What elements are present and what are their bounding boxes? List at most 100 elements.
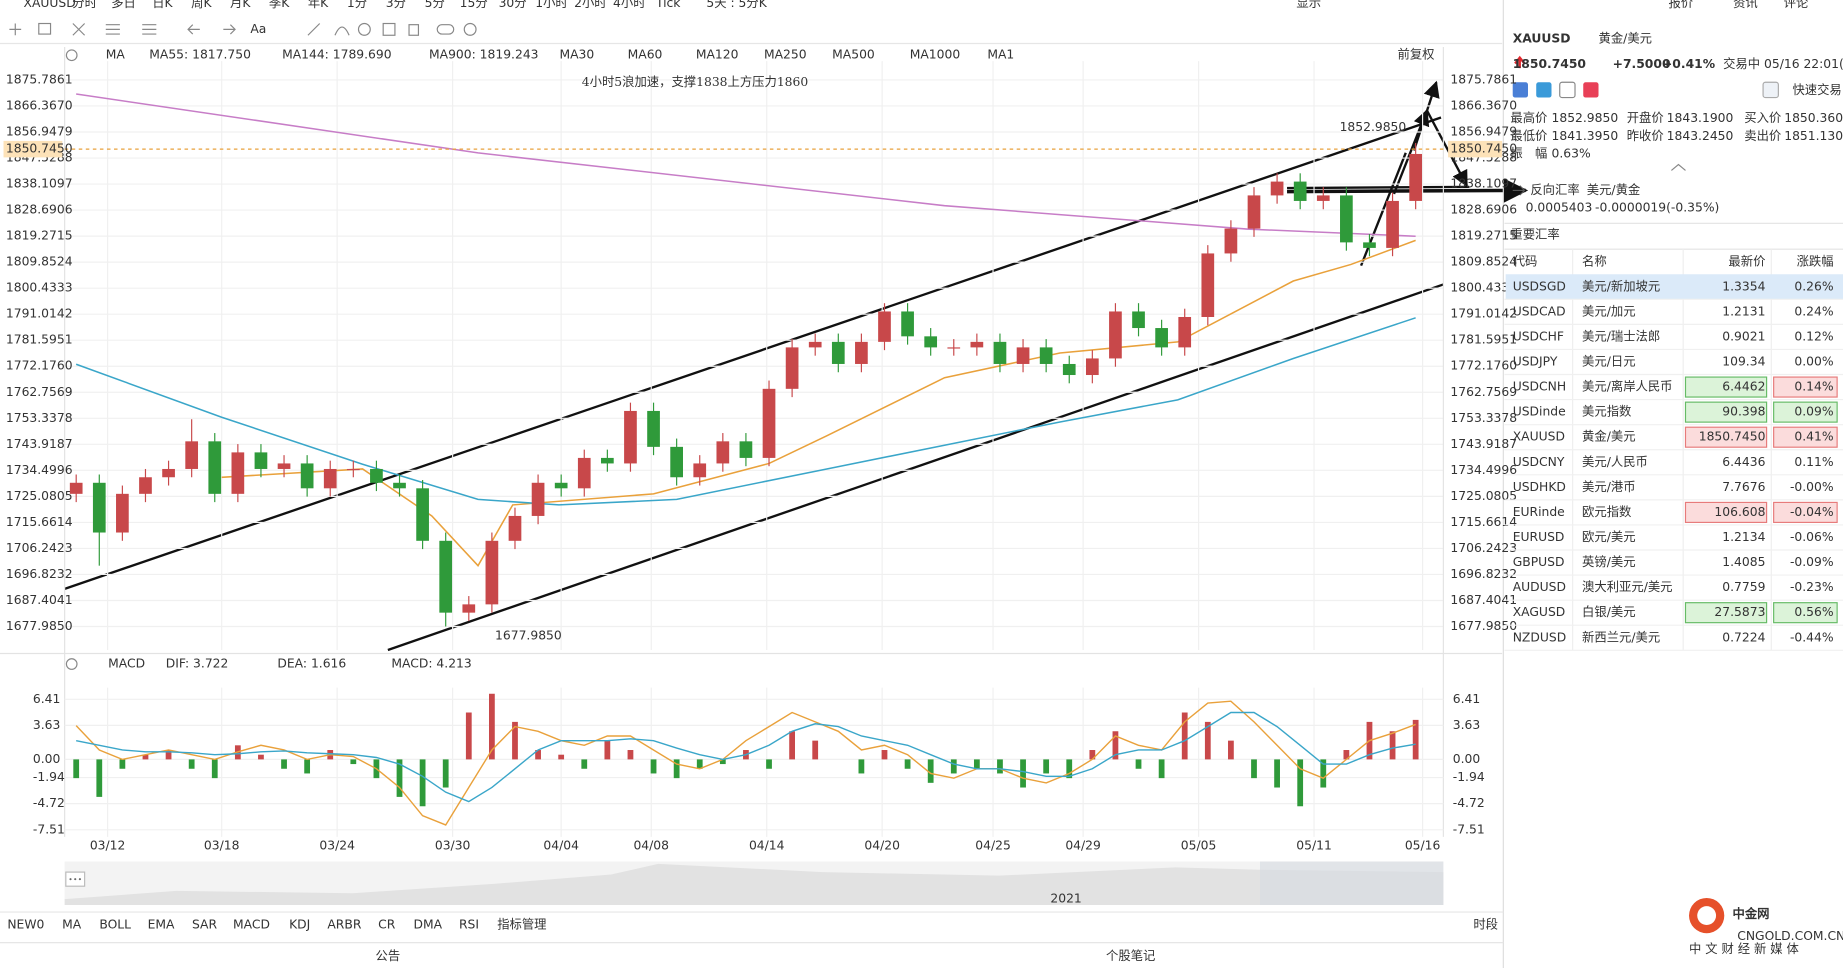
quick-trade[interactable]: 快速交易 [1792,82,1841,97]
quote-row[interactable]: XAUUSD 黄金/美元 1850.7450 0.41% [1513,429,1834,444]
period-tab[interactable]: 3分 [386,0,406,10]
quote-row[interactable]: EURinde 欧元指数 106.608 -0.04% [1513,504,1834,519]
row-pct: -0.09% [1790,555,1834,569]
candle-body [139,477,152,494]
quote-row[interactable]: USDCHF 美元/瑞士法郎 0.9021 0.12% [1513,329,1834,343]
legend-entry-inactive[interactable]: MA1000 [910,48,961,62]
legend-entry-inactive[interactable]: MA250 [764,48,807,62]
indicator-tab[interactable]: MACD [233,917,270,931]
y-tick-label: 1743.9187 [1450,437,1517,451]
indicator-tab[interactable]: SAR [192,917,217,931]
quote-row[interactable]: GBPUSD 英镑/美元 1.4085 -0.09% [1513,554,1834,569]
indicator-tab[interactable]: BOLL [99,917,131,931]
quote-row[interactable]: USDCNH 美元/离岸人民币 6.4462 0.14% [1513,379,1834,394]
legend-entry-inactive[interactable]: MA500 [832,48,875,62]
range-select[interactable]: 5天 : 5分K [706,0,767,10]
legend-entry-inactive[interactable]: MA30 [559,48,594,62]
period-tab[interactable]: 2小时 [574,0,607,10]
legend-entry-inactive[interactable]: MA120 [696,48,739,62]
row-code: USDCAD [1513,304,1566,318]
year-label: 2021 [1050,892,1081,906]
quote-row[interactable]: USDJPY 美元/日元 109.34 0.00% [1513,354,1834,368]
footer-tab[interactable]: 个股笔记 [1106,948,1155,963]
quote-status: 交易中 05/16 22:01(美东 [1723,56,1843,71]
quote-row[interactable]: USDHKD 美元/港币 7.7676 -0.00% [1513,480,1834,494]
row-code: NZDUSD [1513,630,1567,644]
navigator-window[interactable] [1260,861,1444,906]
period-tab[interactable]: 季K [269,0,290,10]
macd-bar [696,759,703,769]
row-name: 白银/美元 [1582,604,1635,619]
period-tab[interactable]: Tick [655,0,681,10]
period-tab[interactable]: 月K [230,0,251,10]
quote-row[interactable]: XAGUSD 白银/美元 27.5873 0.56% [1513,604,1834,619]
macd-bar [1343,750,1350,760]
x-tick-label: 05/05 [1181,839,1217,853]
quote-row[interactable]: EURUSD 欧元/美元 1.2134 -0.06% [1513,530,1834,544]
row-name: 澳大利亚元/美元 [1582,580,1672,594]
period-tab[interactable]: 4小时 [613,0,646,10]
legend-entry: MA55: 1817.750 [149,48,251,62]
panel-tab[interactable]: 评论 [1784,0,1809,10]
y-tick-label: 1875.7861 [6,72,73,86]
stat-label: 卖出价 [1744,129,1781,143]
indicator-tab[interactable]: DMA [414,917,443,931]
indicator-tab[interactable]: KDJ [289,917,310,931]
display-menu[interactable]: 显示 [1296,0,1321,10]
indicator-tab[interactable]: 指标管理 [497,916,546,931]
period-tab[interactable]: 周K [191,0,212,10]
row-pct: -0.06% [1790,530,1834,544]
quote-row[interactable]: USDSGD 美元/新加坡元 1.3354 0.26% [1513,278,1834,293]
quote-row[interactable]: USDCAD 美元/加元 1.2131 0.24% [1513,304,1834,318]
row-name: 美元/新加坡元 [1582,278,1660,293]
period-tab[interactable]: 分时 [72,0,97,10]
candle-body [762,388,776,458]
quote-row[interactable]: AUDUSD 澳大利亚元/美元 0.7759 -0.23% [1513,580,1834,594]
period-tab[interactable]: 30分 [499,0,527,10]
indicator-tab[interactable]: MA [62,917,82,931]
macd-bar [973,759,980,769]
adjust-mode[interactable]: 前复权 [1398,47,1435,62]
indicator-tab[interactable]: NEW0 [7,917,44,931]
period-button[interactable]: 时段 [1473,916,1498,931]
row-name: 美元指数 [1582,404,1631,419]
candle-body [416,488,429,541]
panel-tab[interactable]: 资讯 [1733,0,1758,10]
period-tab[interactable]: 5分 [425,0,445,10]
y-tick-label: 0.00 [1453,752,1481,766]
indicator-tab[interactable]: RSI [459,917,479,931]
row-pct: 0.41% [1794,430,1833,444]
indicator-tab[interactable]: EMA [148,917,175,931]
panel-tab[interactable]: 报价 [1668,0,1693,10]
y-tick-label: 6.41 [33,692,60,706]
period-tab[interactable]: 日K [152,0,173,10]
period-tab[interactable]: 15分 [460,0,488,10]
quote-row[interactable]: NZDUSD 新西兰元/美元 0.7224 -0.44% [1513,629,1834,644]
macd-bar [604,740,611,760]
row-code: USDCHF [1513,329,1564,343]
period-tab[interactable]: 1分 [347,0,367,10]
indicator-tab[interactable]: CR [378,917,396,931]
y-tick-label: 1838.1097 [1450,177,1517,191]
quote-row[interactable]: USDinde 美元指数 90.398 0.09% [1513,404,1834,419]
row-code: USDCNH [1513,380,1566,394]
text-tool[interactable]: Aa [250,22,266,36]
y-tick-label: 1696.8232 [1450,567,1517,581]
y-tick-label: 1772.1760 [1450,359,1517,373]
legend-entry: MACD: 4.213 [391,657,471,671]
period-tab[interactable]: 1小时 [535,0,568,10]
quote-row[interactable]: USDCNY 美元/人民币 6.4436 0.11% [1513,455,1834,469]
legend-entry-inactive[interactable]: MA60 [628,48,663,62]
settings-icon [65,49,78,62]
y-tick-label: 1866.3670 [1450,98,1517,112]
indicator-tab[interactable]: ARBR [327,917,361,931]
row-price: 1850.7450 [1699,430,1766,444]
macd-bar [766,759,772,769]
period-tab[interactable]: 年K [308,0,329,10]
y-tick-label: 1706.2423 [1450,541,1517,555]
legend-entry-inactive[interactable]: MA1 [987,48,1014,62]
footer-tab[interactable]: 公告 [376,949,401,963]
period-tab[interactable]: 多日 [111,0,136,10]
last-price-tag [1448,140,1503,158]
